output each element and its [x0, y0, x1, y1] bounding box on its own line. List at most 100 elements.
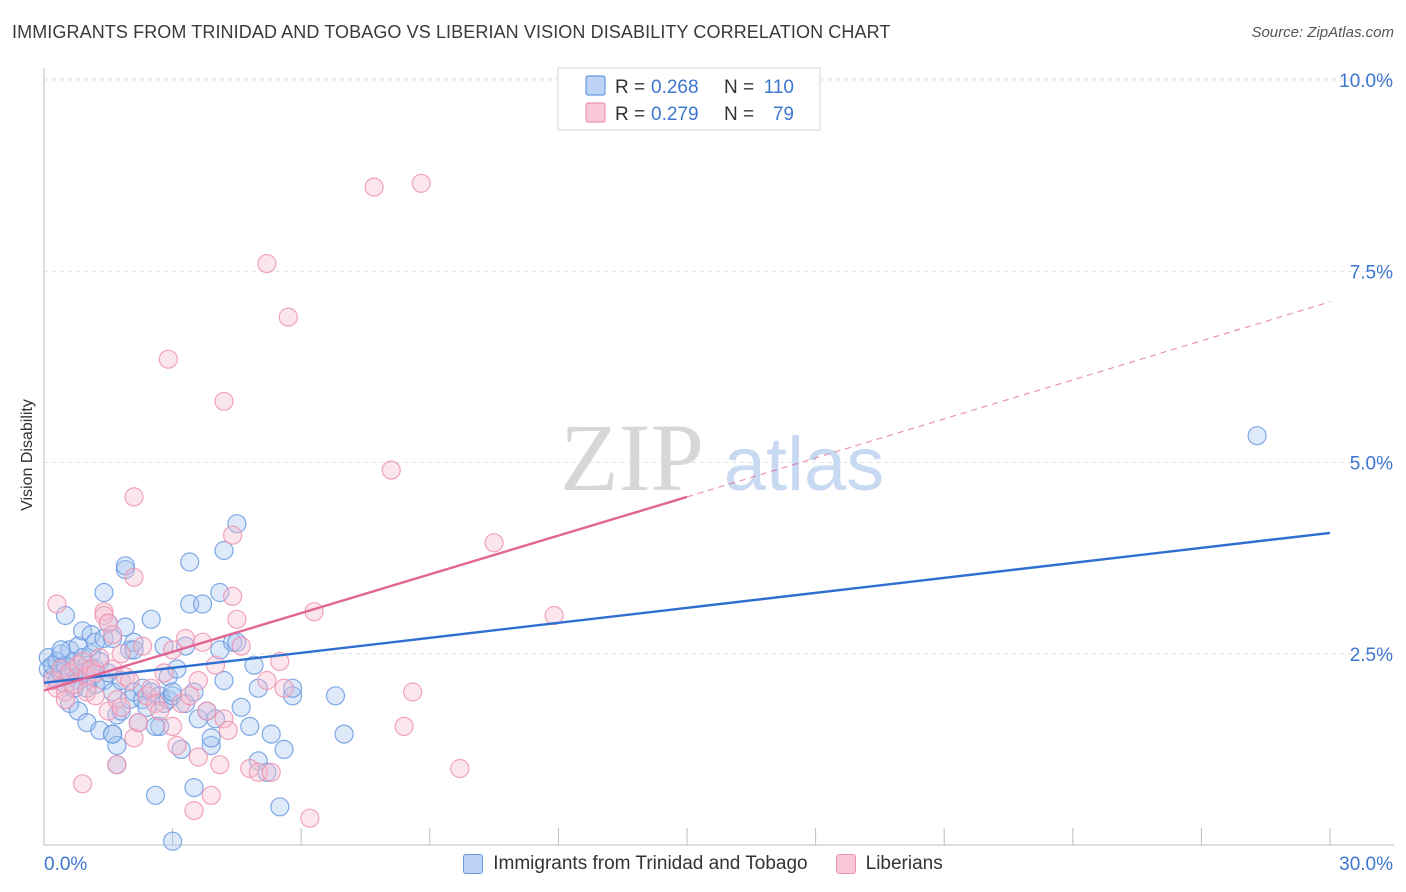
point-trinidad-59 [145, 785, 166, 805]
point-liberian-65 [394, 716, 414, 737]
point-trinidad-90 [240, 716, 260, 737]
point-trinidad-33 [94, 582, 114, 603]
y-tick-label-2: 7.5% [1350, 262, 1393, 283]
point-liberian-37 [163, 716, 183, 737]
point-trinidad-74 [184, 777, 204, 798]
legend-n-label-liberian: N = [724, 104, 754, 125]
point-trinidad-91 [244, 655, 264, 675]
point-liberian-67 [411, 173, 431, 193]
point-trinidad-96 [270, 797, 290, 817]
point-liberian-75 [257, 254, 277, 274]
point-liberian-33 [141, 678, 161, 698]
axes [43, 68, 1394, 846]
point-trinidad-79 [201, 735, 221, 756]
y-tick-label-3: 10.0% [1339, 71, 1393, 92]
point-liberian-2 [47, 594, 67, 614]
point-liberian-46 [197, 701, 217, 721]
point-trinidad-101 [334, 724, 354, 744]
legend-n-value-liberian: 79 [773, 104, 794, 125]
legend-r-value-liberian: 0.279 [651, 104, 699, 125]
point-liberian-50 [214, 709, 234, 729]
point-trinidad-100 [325, 686, 346, 706]
point-liberian-54 [231, 636, 251, 656]
legend-n-value-trinidad: 110 [764, 77, 794, 98]
legend-r-label-liberian: R = [615, 104, 645, 125]
tick-labels: 2.5% 5.0% 7.5% 10.0% 0.0% 30.0% [44, 71, 1393, 875]
point-liberian-76 [278, 307, 298, 327]
legend-swatch-trinidad [585, 75, 606, 96]
point-liberian-69 [484, 533, 504, 553]
series-legend-item-trinidad: Immigrants from Trinidad and Tobago [463, 853, 808, 875]
legend-r-value-trinidad: 0.268 [651, 77, 699, 98]
point-liberian-13 [85, 686, 106, 706]
point-liberian-36 [154, 663, 174, 683]
legend-swatch-liberian [585, 102, 606, 123]
series-legend-swatch-trinidad [463, 854, 484, 874]
point-liberian-18 [98, 613, 118, 633]
point-liberian-23 [107, 755, 127, 775]
point-liberian-52 [223, 586, 243, 607]
point-liberian-5 [55, 689, 76, 710]
stats-legend: R = 0.268 N = 110 R = 0.279 N = 79 [557, 67, 821, 131]
point-trinidad-88 [227, 514, 247, 534]
grid-lines [44, 77, 1394, 655]
trend-line-trinidad [43, 531, 1331, 685]
point-trinidad-97 [274, 739, 294, 760]
series-legend-label-trinidad: Immigrants from Trinidad and Tobago [493, 853, 808, 874]
point-trinidad-95 [261, 724, 281, 744]
legend-n-label-trinidad: N = [724, 77, 754, 98]
chart-title: IMMIGRANTS FROM TRINIDAD AND TOBAGO VS L… [12, 22, 891, 42]
x-tick-label-1: 30.0% [1339, 854, 1393, 875]
point-trinidad-72 [180, 552, 200, 572]
trend-line-liberian [43, 495, 688, 692]
point-trinidad-57 [141, 609, 161, 629]
point-trinidad-102 [102, 724, 123, 744]
series-legend: Immigrants from Trinidad and Tobago Libe… [0, 850, 1406, 878]
point-liberian-42 [180, 686, 200, 706]
point-liberian-51 [218, 720, 238, 740]
watermark-zip: ZIP [560, 404, 704, 511]
series-legend-swatch-liberian [835, 854, 856, 874]
point-liberian-43 [184, 800, 204, 821]
point-liberian-27 [120, 670, 140, 691]
point-liberian-31 [133, 636, 153, 656]
point-trinidad-89 [231, 697, 251, 717]
point-liberian-66 [403, 682, 423, 702]
series-liberian-points [42, 173, 564, 828]
point-liberian-64 [381, 460, 401, 480]
point-trinidad-80 [201, 728, 221, 748]
point-liberian-21 [102, 624, 123, 645]
point-liberian-61 [300, 808, 320, 828]
point-trinidad-77 [193, 594, 213, 614]
point-liberian-63 [364, 177, 384, 197]
watermark: ZIP atlas [560, 404, 884, 511]
x-tick-label-0: 0.0% [44, 854, 87, 875]
point-trinidad-85 [214, 540, 234, 561]
point-liberian-49 [210, 755, 230, 775]
watermark-atlas: atlas [724, 422, 885, 507]
point-liberian-53 [227, 609, 247, 629]
point-liberian-57 [257, 670, 277, 691]
point-liberian-48 [205, 655, 226, 675]
point-liberian-29 [124, 728, 144, 748]
point-liberian-15 [90, 647, 110, 668]
source-credit: Source: ZipAtlas.com [1251, 24, 1394, 41]
point-liberian-35 [150, 701, 170, 721]
legend-r-label-trinidad: R = [615, 77, 645, 98]
point-trinidad-109 [1247, 426, 1267, 446]
point-liberian-28 [124, 567, 144, 587]
point-liberian-74 [214, 391, 234, 411]
trend-line-liberian-extension [686, 301, 1331, 498]
point-trinidad-67 [163, 831, 183, 851]
point-trinidad-42 [107, 735, 127, 756]
point-liberian-30 [128, 712, 148, 733]
point-liberian-68 [450, 758, 470, 779]
series-legend-label-liberian: Liberians [865, 853, 943, 874]
point-liberian-78 [188, 747, 208, 767]
point-liberian-25 [111, 644, 131, 664]
point-trinidad-84 [214, 670, 234, 691]
y-tick-label-0: 2.5% [1350, 645, 1393, 666]
trend-lines [43, 301, 1331, 692]
point-liberian-39 [167, 735, 187, 756]
